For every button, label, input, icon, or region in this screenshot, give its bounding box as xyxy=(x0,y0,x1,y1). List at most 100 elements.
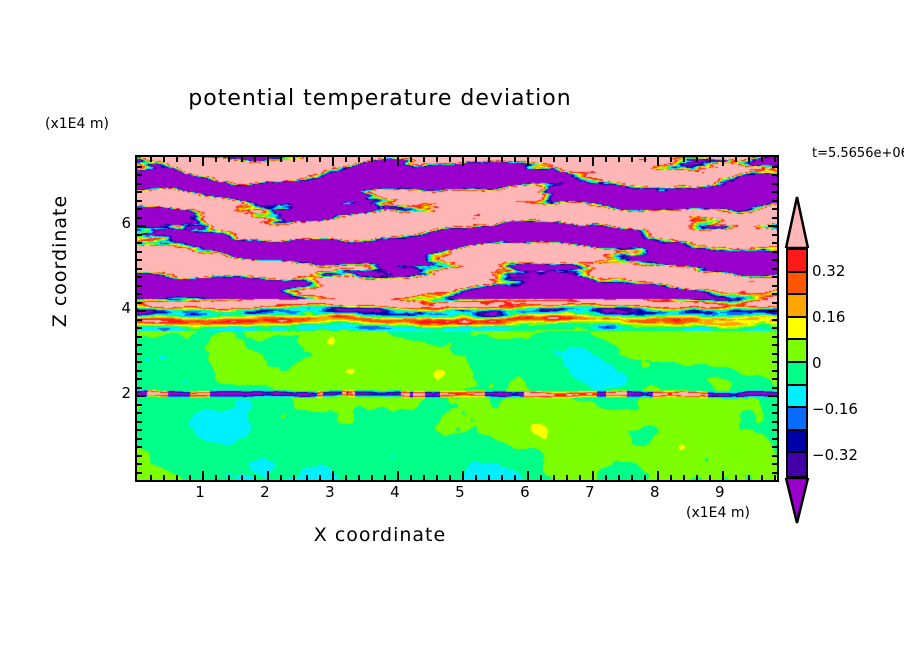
x-tick-label: 4 xyxy=(390,483,400,501)
axis-tick xyxy=(695,475,698,480)
axis-tick xyxy=(500,157,503,162)
axis-tick xyxy=(137,267,142,270)
colorbar-band xyxy=(788,408,806,431)
y-tick-labels: 2 4 6 xyxy=(95,155,131,478)
axis-tick xyxy=(526,471,529,480)
axis-tick xyxy=(137,429,142,431)
axis-tick xyxy=(734,475,737,480)
axis-tick xyxy=(591,157,594,166)
axis-tick xyxy=(630,157,633,162)
axis-tick xyxy=(772,378,777,380)
axis-tick xyxy=(768,395,777,397)
axis-tick xyxy=(772,437,777,440)
axis-tick xyxy=(682,157,685,162)
axis-tick xyxy=(383,157,386,162)
axis-tick xyxy=(721,157,724,166)
axis-tick xyxy=(768,310,777,312)
axis-tick xyxy=(137,284,142,287)
colorbar-band xyxy=(788,430,806,454)
axis-tick xyxy=(137,369,142,372)
y-tick-label: 2 xyxy=(121,384,131,402)
axis-tick xyxy=(137,335,142,338)
axis-tick xyxy=(175,475,178,480)
axis-tick xyxy=(630,475,633,480)
axis-tick xyxy=(708,475,711,480)
axis-tick xyxy=(344,157,347,162)
axis-tick xyxy=(370,475,373,480)
axis-tick xyxy=(578,157,581,162)
axis-tick xyxy=(772,191,777,193)
colorbar xyxy=(786,248,808,478)
axis-tick xyxy=(772,361,777,363)
axis-tick xyxy=(772,242,777,244)
axis-tick xyxy=(137,208,142,210)
x-tick-label: 2 xyxy=(260,483,270,501)
x-tick-label: 5 xyxy=(455,483,465,501)
axis-tick xyxy=(137,242,142,244)
colorbar-band xyxy=(788,317,806,341)
axis-tick xyxy=(137,250,142,253)
axis-tick xyxy=(772,301,777,304)
axis-tick xyxy=(201,471,204,480)
axis-tick xyxy=(137,352,142,355)
x-tick-labels: 1 2 3 4 5 6 7 8 9 xyxy=(135,483,775,505)
x-tick-label: 8 xyxy=(650,483,660,501)
axis-tick xyxy=(772,454,777,457)
axis-tick xyxy=(760,157,763,162)
axis-tick xyxy=(318,475,321,480)
axis-tick xyxy=(137,318,142,321)
axis-tick xyxy=(279,475,282,480)
axis-tick xyxy=(656,471,659,480)
y-axis-title: Z coordinate xyxy=(49,194,71,328)
axis-tick xyxy=(487,475,490,480)
axis-tick xyxy=(137,225,146,227)
axis-tick xyxy=(721,471,724,480)
axis-tick xyxy=(344,475,347,480)
colorbar-under-arrow xyxy=(784,476,810,524)
axis-tick xyxy=(772,318,777,321)
x-tick-label: 6 xyxy=(520,483,530,501)
colorbar-band xyxy=(788,385,806,409)
axis-tick xyxy=(383,475,386,480)
axis-tick xyxy=(137,276,142,278)
axis-tick xyxy=(500,475,503,480)
axis-tick xyxy=(552,475,555,480)
axis-tick xyxy=(591,471,594,480)
x-axis-unit: (x1E4 m) xyxy=(686,505,750,521)
axis-tick xyxy=(422,475,425,480)
axis-tick xyxy=(772,344,777,346)
axis-tick xyxy=(175,157,178,162)
axis-tick xyxy=(162,157,165,162)
axis-tick xyxy=(565,157,568,162)
axis-tick xyxy=(162,475,165,480)
axis-tick xyxy=(461,157,464,166)
axis-tick xyxy=(773,475,776,480)
axis-tick xyxy=(318,157,321,162)
colorbar-band xyxy=(788,453,806,476)
axis-tick xyxy=(137,420,142,423)
axis-tick xyxy=(137,310,146,312)
axis-tick xyxy=(461,471,464,480)
axis-tick xyxy=(214,475,217,480)
axis-tick xyxy=(772,420,777,423)
axis-tick xyxy=(357,157,360,162)
axis-tick xyxy=(137,165,142,168)
axis-tick xyxy=(772,403,777,406)
axis-tick xyxy=(370,157,373,162)
axis-tick xyxy=(578,475,581,480)
axis-tick xyxy=(137,233,142,236)
colorbar-band xyxy=(788,295,806,318)
axis-tick xyxy=(137,471,142,474)
axis-tick xyxy=(137,191,142,193)
axis-tick xyxy=(513,157,516,162)
axis-tick xyxy=(772,276,777,278)
axis-tick xyxy=(772,284,777,287)
axis-tick xyxy=(643,157,646,162)
colorbar-over-arrow xyxy=(784,196,810,250)
axis-tick xyxy=(409,475,412,480)
colorbar-band xyxy=(788,250,806,273)
axis-tick xyxy=(747,475,750,480)
axis-tick xyxy=(643,475,646,480)
axis-tick xyxy=(240,475,243,480)
colorbar-tick-label: 0.16 xyxy=(812,308,846,326)
